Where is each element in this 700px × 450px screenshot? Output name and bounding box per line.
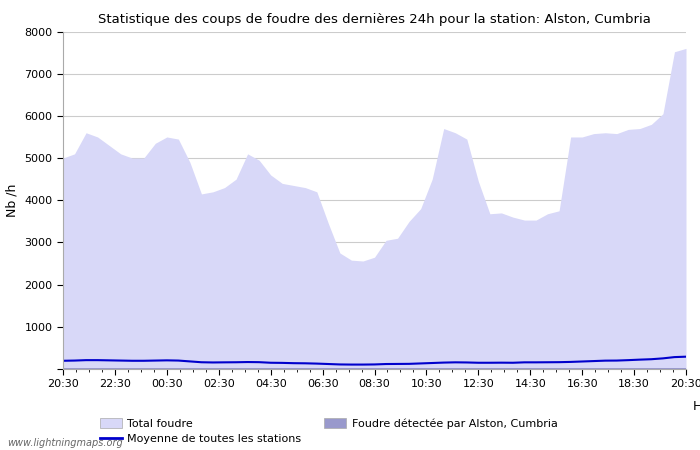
Y-axis label: Nb /h: Nb /h — [6, 184, 19, 217]
Legend: Total foudre, Moyenne de toutes les stations, Foudre détectée par Alston, Cumbri: Total foudre, Moyenne de toutes les stat… — [99, 418, 557, 444]
Title: Statistique des coups de foudre des dernières 24h pour la station: Alston, Cumbr: Statistique des coups de foudre des dern… — [98, 13, 651, 26]
Text: Heure: Heure — [693, 400, 700, 413]
Text: www.lightningmaps.org: www.lightningmaps.org — [7, 438, 122, 448]
